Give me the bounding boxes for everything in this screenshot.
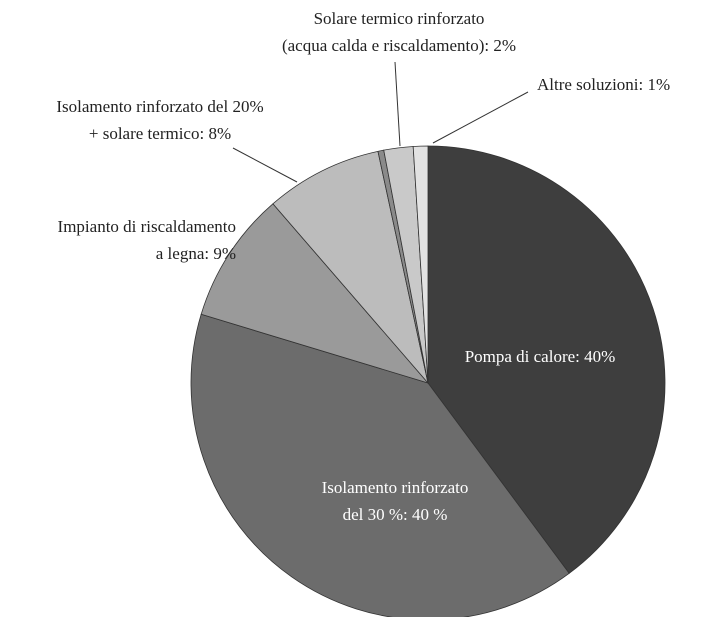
pie-slice xyxy=(190,313,570,617)
leader-line xyxy=(394,61,401,147)
slice-label: Isolamento rinforzato xyxy=(322,478,469,497)
pie-slice xyxy=(200,203,430,384)
slice-label: (acqua calda e riscaldamento): 2% xyxy=(282,36,516,55)
leader-line xyxy=(432,91,529,144)
pie-slice xyxy=(412,145,429,384)
slice-label: Impianto di riscaldamento xyxy=(58,217,236,236)
slice-label: + solare termico: 8% xyxy=(89,124,231,143)
slice-label: Pompa di calore: 40% xyxy=(465,347,616,366)
slice-label: Altre soluzioni: 1% xyxy=(537,75,670,94)
pie-slice xyxy=(272,150,429,384)
pie-slice xyxy=(427,145,666,574)
slice-label: Isolamento rinforzato del 20% xyxy=(56,97,263,116)
slice-label: del 30 %: 40 % xyxy=(343,505,448,524)
slice-label: Solare termico rinforzato xyxy=(314,9,485,28)
leader-line xyxy=(232,147,298,183)
slice-label: a legna: 9% xyxy=(156,244,236,263)
